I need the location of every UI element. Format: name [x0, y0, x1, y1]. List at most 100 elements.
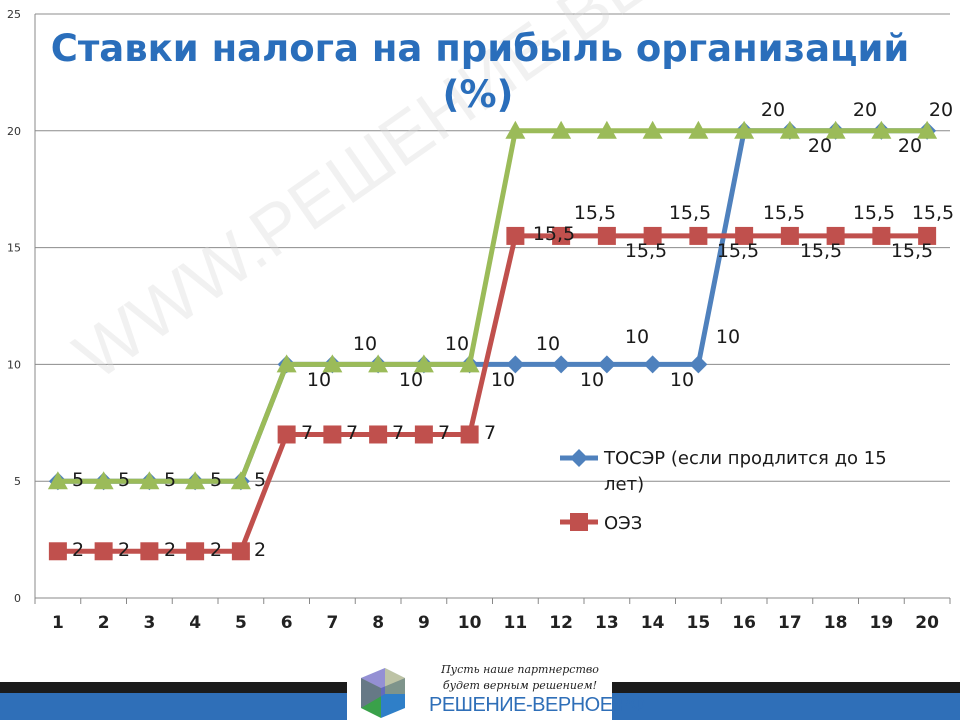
- x-tick-label: 11: [504, 613, 528, 633]
- series-line-2: [57, 233, 928, 554]
- series-2-point: [826, 226, 845, 245]
- data-label: 10: [491, 369, 515, 391]
- chart-title-line2: (%): [442, 73, 514, 116]
- data-label: 7: [301, 422, 313, 444]
- y-tick-label: 25: [7, 8, 21, 21]
- x-tick-label: 16: [732, 613, 756, 633]
- series-2-point: [552, 226, 571, 245]
- data-label: 5: [164, 469, 176, 491]
- legend-marker-tosep: [570, 449, 588, 467]
- data-label: 15,5: [625, 240, 667, 262]
- series-2-point: [460, 425, 479, 444]
- series-2-point: [369, 425, 388, 444]
- footer-site-name[interactable]: РЕШЕНИЕ-ВЕРНОЕ.РФ: [429, 694, 645, 716]
- series-3-point: [322, 354, 343, 373]
- x-tick-label: 6: [281, 613, 293, 633]
- series-3-point: [779, 120, 800, 139]
- legend-marker-oez: [570, 513, 588, 531]
- data-label: 5: [254, 469, 266, 491]
- data-label: 2: [254, 539, 266, 561]
- series-3-point: [596, 120, 617, 139]
- footer-slogan: Пусть наше партнерство будет верным реше…: [431, 662, 609, 694]
- series-2-point: [597, 226, 616, 245]
- data-label: 10: [307, 369, 331, 391]
- series-3-point: [185, 471, 206, 490]
- data-label: 10: [670, 369, 694, 391]
- data-label: 10: [445, 333, 469, 355]
- data-label: 7: [438, 422, 450, 444]
- data-label: 15,5: [717, 240, 759, 262]
- x-tick-label: 3: [143, 613, 155, 633]
- data-label: 7: [484, 422, 496, 444]
- data-label: 20: [898, 135, 922, 157]
- x-tick-label: 5: [235, 613, 247, 633]
- series-1-point: [689, 355, 708, 374]
- x-tick-label: 9: [418, 613, 430, 633]
- data-label: 10: [625, 326, 649, 348]
- x-tick-label: 14: [641, 613, 665, 633]
- x-tick-label: 2: [98, 613, 110, 633]
- series-2-point: [643, 226, 662, 245]
- x-tick-label: 20: [915, 613, 939, 633]
- series-1-point: [597, 355, 616, 374]
- y-tick-label: 10: [7, 358, 21, 371]
- data-label: 10: [716, 326, 740, 348]
- footer-banner: Пусть наше партнерство будет верным реше…: [0, 660, 960, 720]
- data-label: 5: [118, 469, 130, 491]
- x-tick-label: 15: [687, 613, 711, 633]
- series-1-point: [552, 355, 571, 374]
- data-label: 20: [853, 99, 877, 121]
- y-tick-label: 15: [7, 242, 21, 255]
- series-3-point: [551, 120, 572, 139]
- data-label: 5: [72, 469, 84, 491]
- data-label: 2: [210, 539, 222, 561]
- data-label: 5: [210, 469, 222, 491]
- series-3-point: [505, 120, 526, 139]
- series-2-point: [506, 226, 525, 245]
- data-label: 7: [392, 422, 404, 444]
- y-tick-label: 20: [7, 125, 21, 138]
- x-tick-label: 12: [549, 613, 573, 633]
- data-label: 15,5: [574, 202, 616, 224]
- series-2-point: [780, 226, 799, 245]
- data-label: 2: [164, 539, 176, 561]
- x-tick-label: 13: [595, 613, 619, 633]
- footer-slogan-line2: будет верным решением!: [442, 679, 598, 692]
- series-2-point: [48, 542, 67, 561]
- series-3-point: [734, 120, 755, 139]
- data-label: 10: [580, 369, 604, 391]
- series-1-point: [643, 355, 662, 374]
- series-2-point: [872, 226, 891, 245]
- data-label: 15,5: [891, 240, 933, 262]
- series-2-point: [94, 542, 113, 561]
- series-3-point: [230, 471, 251, 490]
- x-tick-label: 8: [372, 613, 384, 633]
- x-tick-label: 10: [458, 613, 482, 633]
- data-label: 15,5: [853, 202, 895, 224]
- footer-logo-panel: Пусть наше партнерство будет верным реше…: [347, 660, 645, 720]
- data-label: 2: [72, 539, 84, 561]
- series-3-point: [825, 120, 846, 139]
- legend-label-tosep-line2: лет): [604, 474, 644, 495]
- series-1-point: [506, 355, 525, 374]
- series-2-point: [323, 425, 342, 444]
- series-2-point: [186, 542, 205, 561]
- x-tick-label: 1: [52, 613, 64, 633]
- series-3-point: [47, 471, 68, 490]
- data-label: 20: [808, 135, 832, 157]
- data-label: 10: [536, 333, 560, 355]
- chart-title: Ставки налога на прибыль организаций (%): [0, 26, 960, 118]
- data-label: 10: [353, 333, 377, 355]
- y-tick-label: 0: [14, 592, 21, 605]
- x-tick-label: 19: [870, 613, 894, 633]
- data-label: 15,5: [763, 202, 805, 224]
- series-3-point: [276, 354, 297, 373]
- data-label: 15,5: [912, 202, 954, 224]
- series-3-point: [917, 120, 938, 139]
- series-3-point: [871, 120, 892, 139]
- data-label: 20: [761, 99, 785, 121]
- data-label: 2: [118, 539, 130, 561]
- x-tick-label: 18: [824, 613, 848, 633]
- data-label: 15,5: [669, 202, 711, 224]
